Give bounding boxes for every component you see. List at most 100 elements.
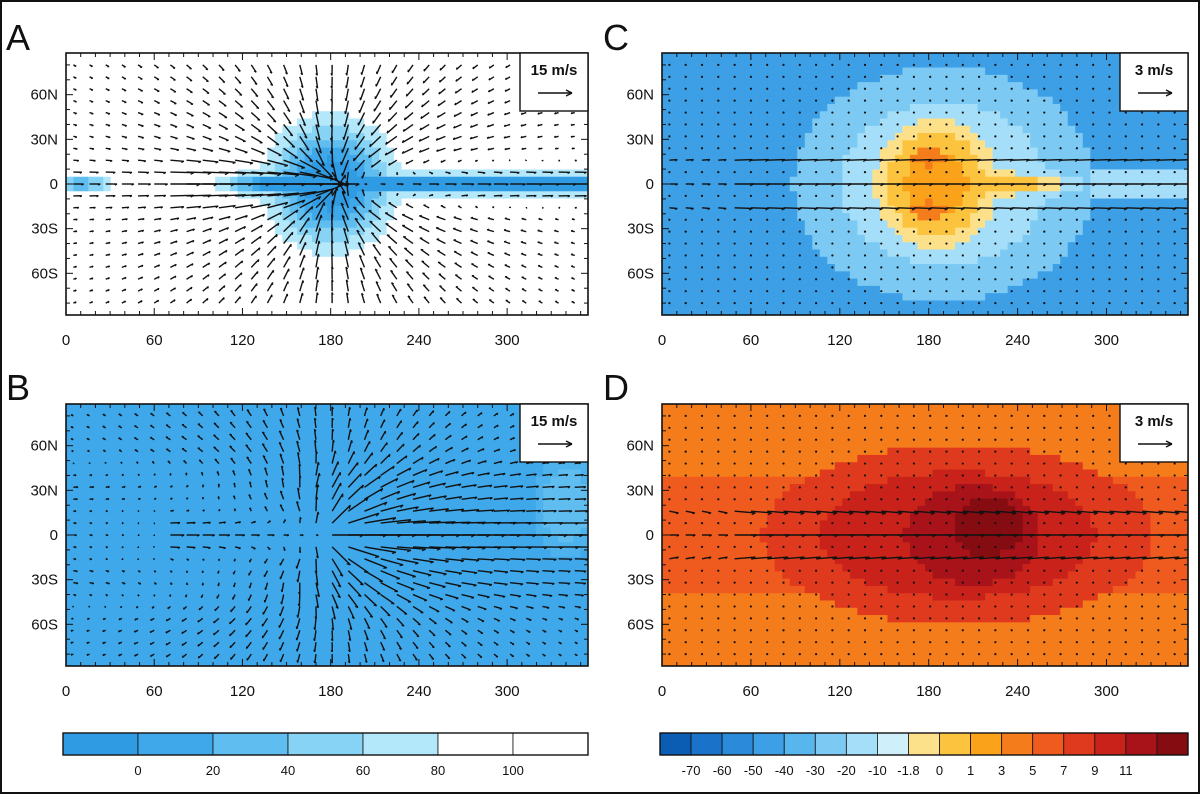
colorbar-label: -70 xyxy=(682,763,701,778)
colorbar-label: 5 xyxy=(1029,763,1036,778)
colorbar-swatch xyxy=(722,733,753,755)
x-tick-label: 120 xyxy=(827,332,852,349)
reference-vector-label: 15 m/s xyxy=(531,62,578,79)
y-tick-label: 0 xyxy=(50,176,58,193)
y-tick-label: 0 xyxy=(646,527,654,544)
colorbar-swatch xyxy=(971,733,1002,755)
colorbar-swatch xyxy=(940,733,971,755)
colorbar-swatch xyxy=(846,733,877,755)
x-tick-label: 120 xyxy=(827,683,852,700)
colorbar-label: 80 xyxy=(431,763,445,778)
colorbar-swatch xyxy=(363,733,438,755)
colorbar-label: 7 xyxy=(1060,763,1067,778)
colorbar-label: 9 xyxy=(1091,763,1098,778)
y-tick-label: 30N xyxy=(626,482,654,499)
colorbar-label: 20 xyxy=(206,763,220,778)
panel-label-b: B xyxy=(6,367,30,408)
panel-d: 0 60 120 180 240 300 60N 30N 0 30S 60S 3 m/s xyxy=(626,404,1196,700)
colorbar-label: -30 xyxy=(806,763,825,778)
colorbar-swatch xyxy=(288,733,363,755)
colorbar-label: 1 xyxy=(967,763,974,778)
y-tick-label: 60N xyxy=(626,438,654,455)
y-tick-label: 30S xyxy=(627,221,654,238)
colorbar-label: 3 xyxy=(998,763,1005,778)
y-tick-label: 60S xyxy=(31,265,58,282)
y-tick-label: 30N xyxy=(626,131,654,148)
x-tick-label: 0 xyxy=(62,683,70,700)
colorbar-swatch xyxy=(438,733,513,755)
y-tick-label: 0 xyxy=(50,527,58,544)
panel-label-a: A xyxy=(6,17,30,58)
colorbar-swatch xyxy=(213,733,288,755)
x-tick-label: 180 xyxy=(318,332,343,349)
x-tick-label: 240 xyxy=(406,332,431,349)
colorbar-swatch xyxy=(513,733,588,755)
x-tick-label: 180 xyxy=(318,683,343,700)
colorbar-label: -60 xyxy=(713,763,732,778)
x-tick-label: 120 xyxy=(230,683,255,700)
colorbar-swatch xyxy=(877,733,908,755)
y-tick-label: 30N xyxy=(30,482,58,499)
y-tick-label: 0 xyxy=(646,176,654,193)
x-tick-label: 180 xyxy=(916,332,941,349)
y-tick-label: 30S xyxy=(31,221,58,238)
y-tick-label: 60N xyxy=(30,87,58,104)
reference-vector-label: 3 m/s xyxy=(1135,62,1173,79)
colorbar-swatch xyxy=(660,733,691,755)
colorbar-swatch xyxy=(138,733,213,755)
x-tick-label: 60 xyxy=(743,332,760,349)
y-tick-label: 60N xyxy=(30,438,58,455)
colorbar-label: 0 xyxy=(134,763,141,778)
x-tick-label: 300 xyxy=(1094,332,1119,349)
y-tick-label: 60N xyxy=(626,87,654,104)
colorbar-swatch xyxy=(63,733,138,755)
x-tick-label: 60 xyxy=(146,683,163,700)
x-tick-label: 300 xyxy=(495,683,520,700)
x-tick-label: 240 xyxy=(406,683,431,700)
colorbar-swatch xyxy=(1033,733,1064,755)
colorbar-swatch xyxy=(908,733,939,755)
x-tick-label: 60 xyxy=(743,683,760,700)
colorbar-label: -50 xyxy=(744,763,763,778)
x-tick-label: 240 xyxy=(1005,683,1030,700)
y-tick-label: 30N xyxy=(30,131,58,148)
reference-vector-label: 15 m/s xyxy=(531,413,578,430)
x-tick-label: 120 xyxy=(230,332,255,349)
panel-label-c: C xyxy=(603,17,629,58)
colorbar-swatch xyxy=(753,733,784,755)
colorbar-label: 60 xyxy=(356,763,370,778)
panel-label-d: D xyxy=(603,367,629,408)
x-tick-label: 0 xyxy=(658,683,666,700)
x-tick-label: 60 xyxy=(146,332,163,349)
colorbar-label: -1.8 xyxy=(897,763,919,778)
colorbar-swatch xyxy=(1126,733,1157,755)
y-tick-label: 60S xyxy=(627,265,654,282)
y-tick-label: 30S xyxy=(627,572,654,589)
x-tick-label: 300 xyxy=(495,332,520,349)
colorbar-swatch xyxy=(1157,733,1188,755)
colorbar-swatch xyxy=(1095,733,1126,755)
colorbar-label: -40 xyxy=(775,763,794,778)
colorbar-label: 40 xyxy=(281,763,295,778)
colorbar-swatch xyxy=(1064,733,1095,755)
x-tick-label: 240 xyxy=(1005,332,1030,349)
colorbar-label: -20 xyxy=(837,763,856,778)
colorbar-swatch xyxy=(691,733,722,755)
colorbar-swatch xyxy=(815,733,846,755)
colorbar-label: -10 xyxy=(868,763,887,778)
y-tick-label: 60S xyxy=(627,616,654,633)
x-tick-label: 180 xyxy=(916,683,941,700)
x-tick-label: 300 xyxy=(1094,683,1119,700)
reference-vector-label: 3 m/s xyxy=(1135,413,1173,430)
panel-c: 0 60 120 180 240 300 60N 30N 0 30S 60S 3 m/s xyxy=(626,53,1193,349)
colorbar-label: 100 xyxy=(502,763,524,778)
colorbar-label: 0 xyxy=(936,763,943,778)
colorbar-swatch xyxy=(1002,733,1033,755)
x-tick-label: 0 xyxy=(658,332,666,349)
colorbar-swatch xyxy=(784,733,815,755)
y-tick-label: 60S xyxy=(31,616,58,633)
